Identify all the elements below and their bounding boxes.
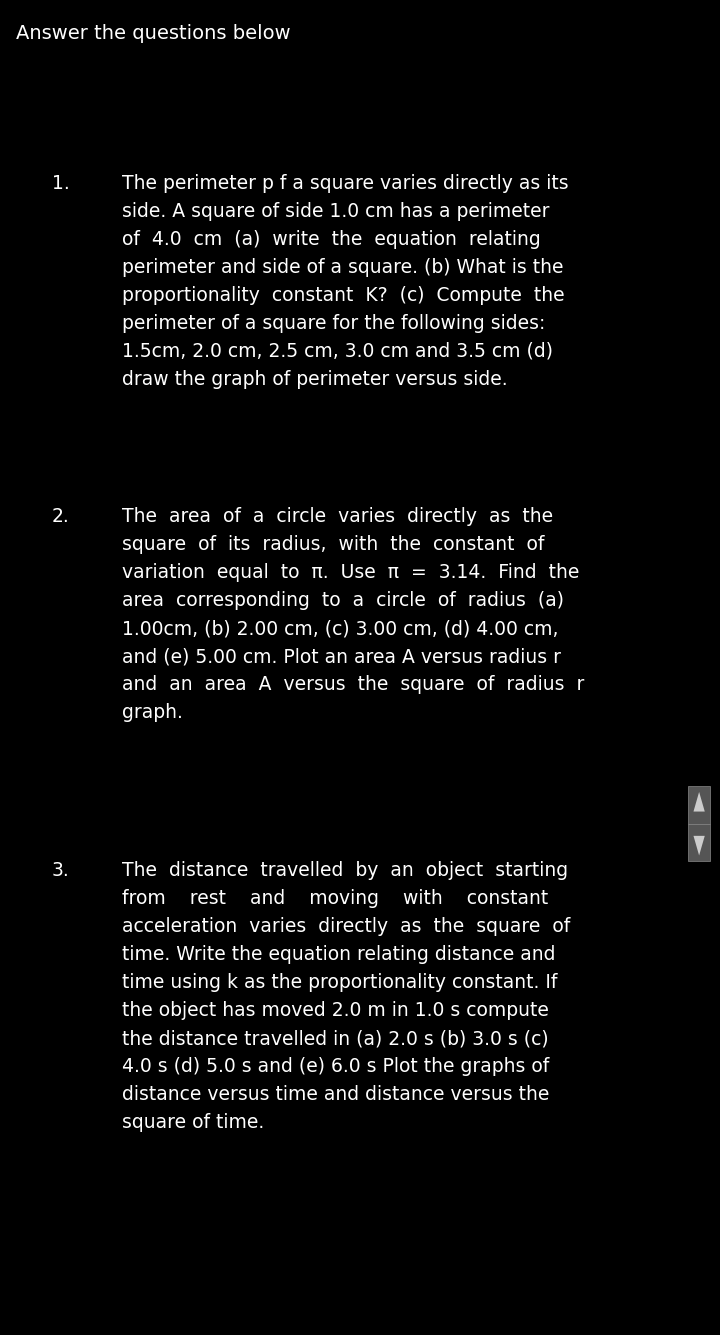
FancyBboxPatch shape bbox=[688, 824, 710, 861]
Polygon shape bbox=[693, 836, 705, 856]
Text: 3.: 3. bbox=[52, 861, 70, 880]
Text: The perimeter p f a square varies directly as its
side. A square of side 1.0 cm : The perimeter p f a square varies direct… bbox=[122, 174, 569, 388]
Text: The  area  of  a  circle  varies  directly  as  the
square  of  its  radius,  wi: The area of a circle varies directly as … bbox=[122, 507, 585, 722]
Polygon shape bbox=[693, 792, 705, 812]
Text: 2.: 2. bbox=[52, 507, 70, 526]
Text: The  distance  travelled  by  an  object  starting
from    rest    and    moving: The distance travelled by an object star… bbox=[122, 861, 571, 1132]
Text: 1.: 1. bbox=[52, 174, 70, 192]
Text: Answer the questions below: Answer the questions below bbox=[16, 24, 290, 43]
FancyBboxPatch shape bbox=[688, 786, 710, 824]
